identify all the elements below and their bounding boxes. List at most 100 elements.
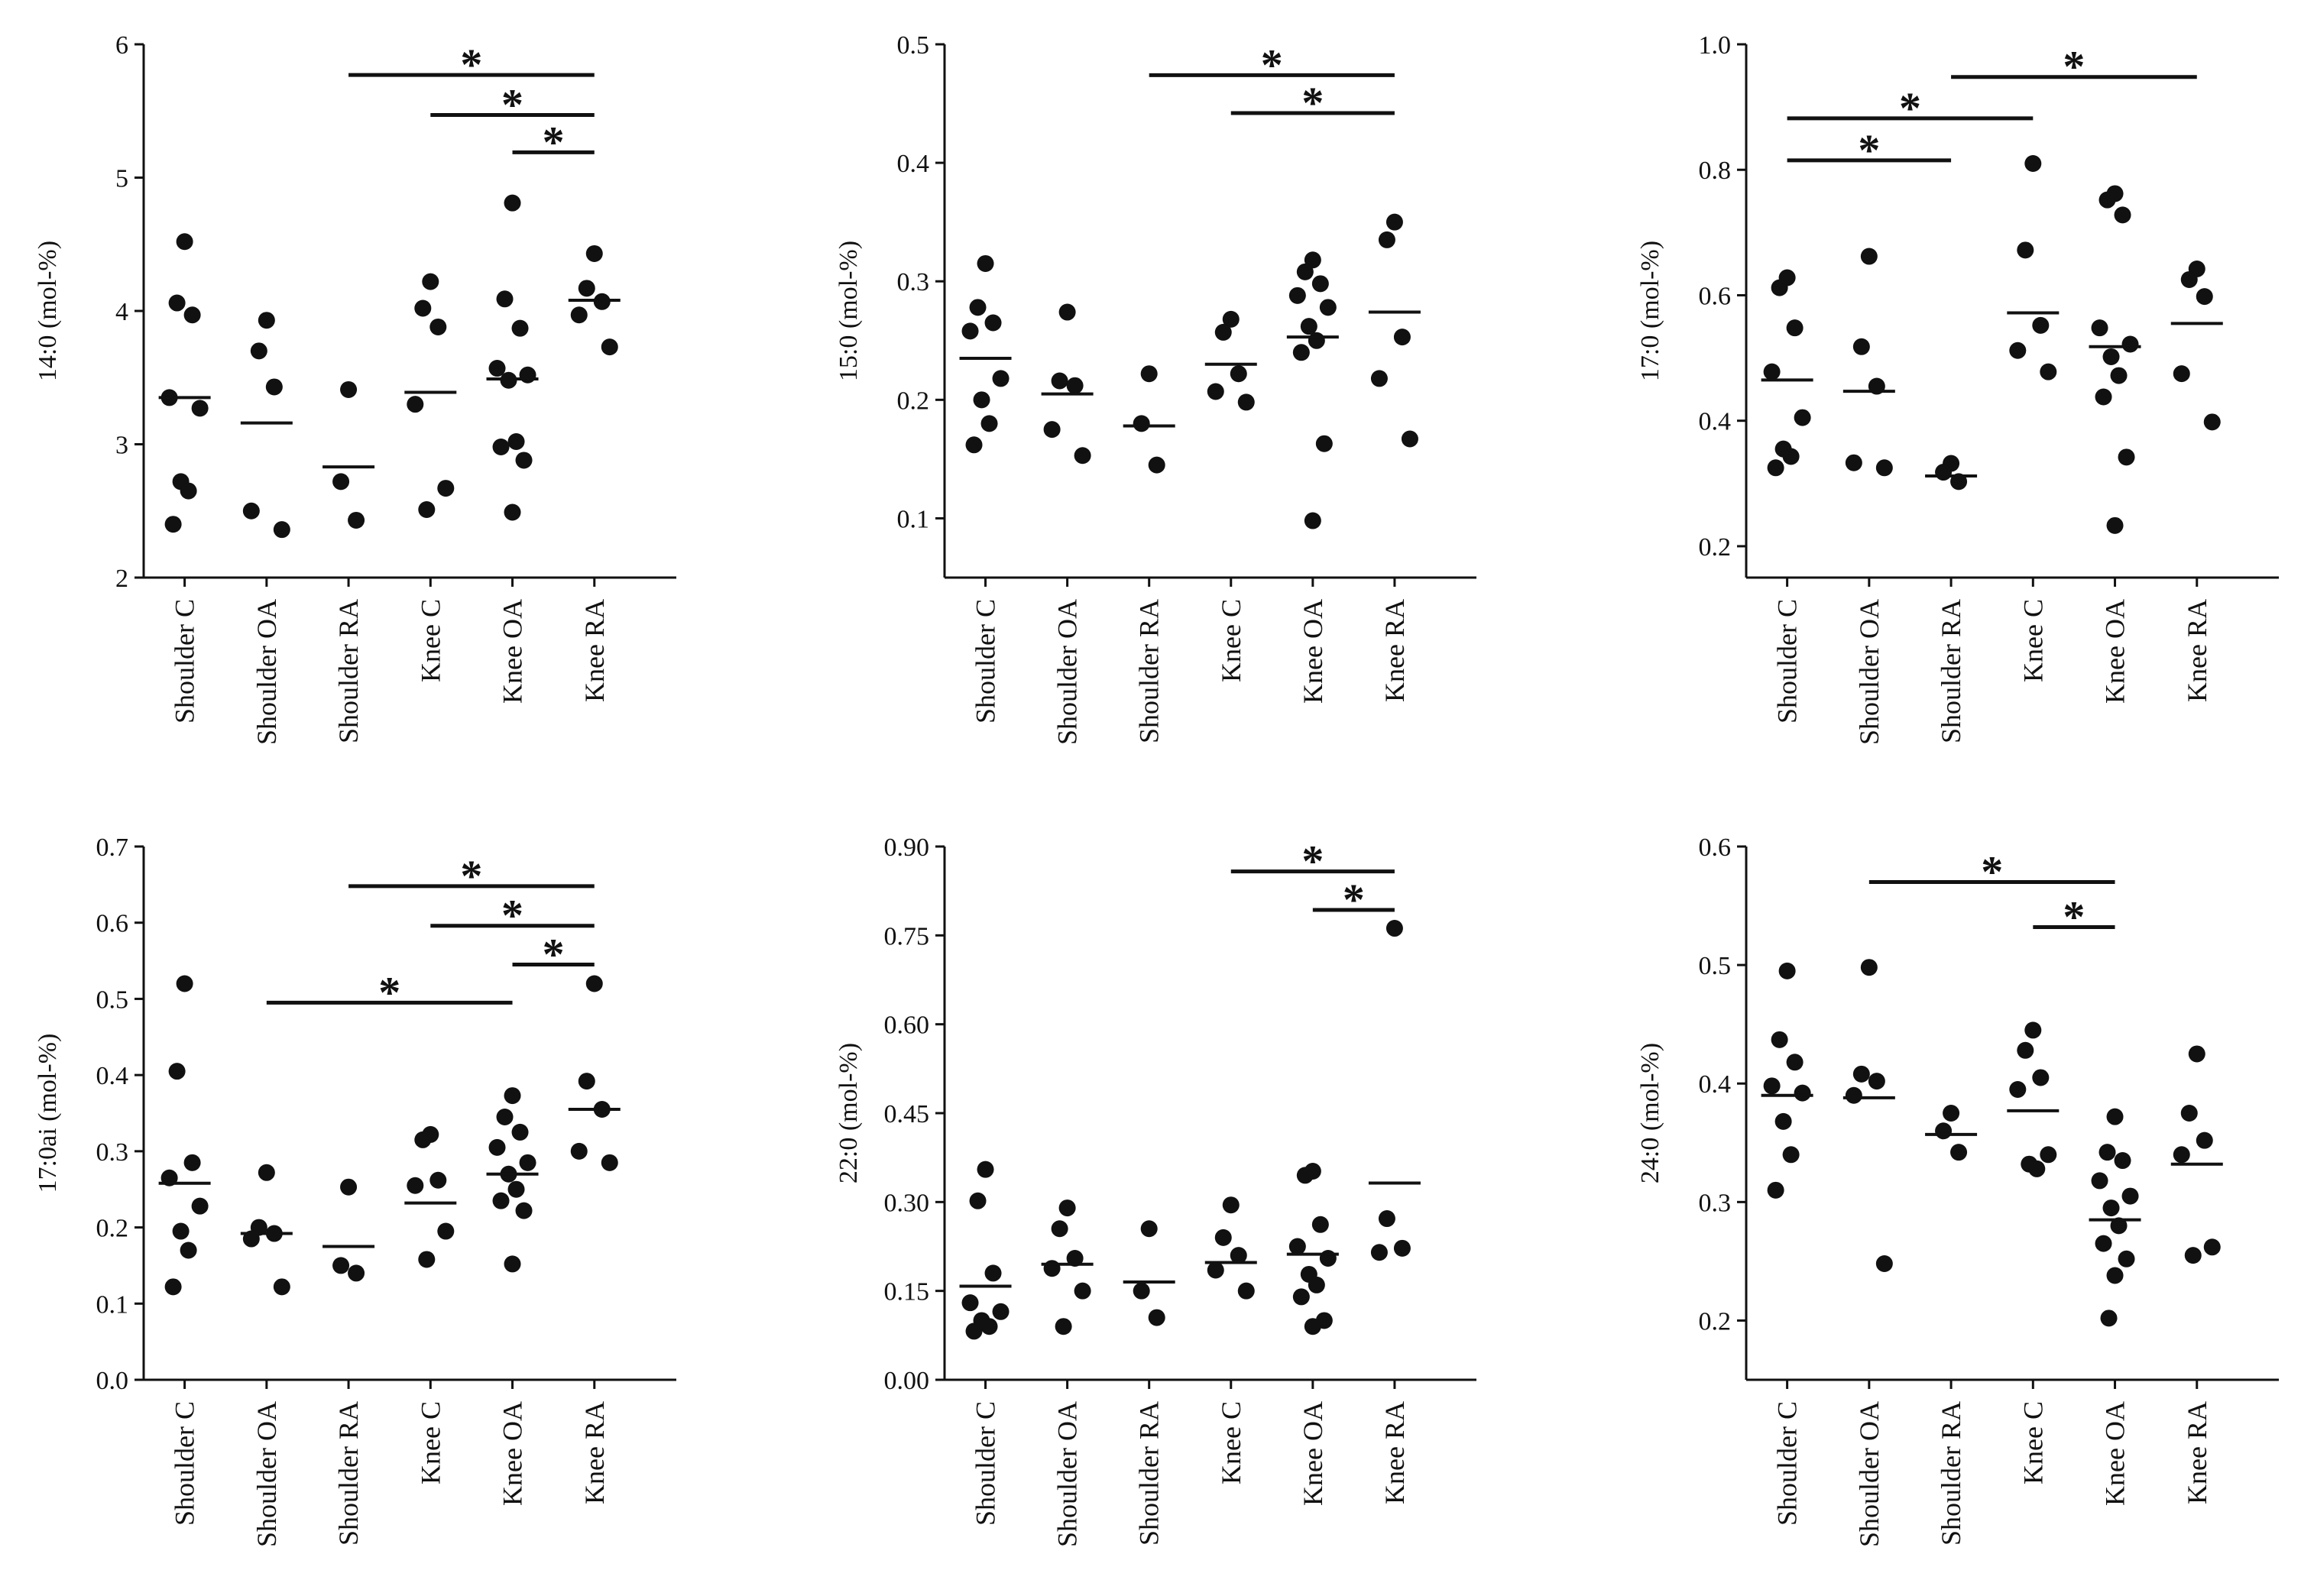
data-point [1845,454,1862,471]
data-point [1767,1181,1784,1199]
y-tick-label: 0.15 [884,1278,930,1306]
data-point [250,342,267,360]
x-tick-label: Shoulder C [971,599,1001,724]
data-point [515,1202,533,1219]
data-point [570,1142,588,1160]
y-tick-label: 0.2 [897,387,930,415]
data-point [1393,329,1411,346]
data-point [2106,1108,2124,1125]
data-point [2040,1146,2057,1164]
x-tick-label: Shoulder OA [251,1401,282,1547]
x-tick-label: Knee C [415,1401,446,1484]
y-tick-label: 0.30 [884,1189,930,1217]
data-point [2102,348,2120,365]
x-tick-label: Knee RA [1379,1401,1410,1504]
data-point [965,1322,983,1340]
data-point [519,1154,536,1171]
data-point [1782,1146,1800,1164]
data-point [418,501,436,519]
data-point [172,1222,190,1240]
data-point [429,1171,447,1189]
y-tick-label: 0.4 [897,150,930,178]
data-point [1288,1238,1306,1255]
data-point [488,360,506,377]
y-tick-label: 0.2 [1699,533,1732,562]
y-tick-label: 0.00 [884,1367,930,1395]
data-point [1311,1216,1329,1233]
data-point [191,1197,209,1215]
data-point [2024,155,2042,173]
data-point [1133,415,1150,432]
data-point [1845,1086,1862,1104]
significance-star: * [543,930,565,979]
x-tick-label: Knee C [2017,1401,2048,1484]
data-point [1935,464,1953,481]
data-point [258,312,275,329]
data-point [492,1192,510,1209]
data-point [504,1087,521,1105]
y-axis-label: 14:0 (mol-%) [34,241,62,381]
data-point [1794,409,1811,426]
significance-star: * [501,79,523,129]
data-point [1385,920,1403,937]
data-point [1794,1084,1811,1102]
y-tick-label: 0.8 [1699,157,1732,185]
chart-panel-4: 0.0 0.1 0.2 0.3 0.4 0.5 0.6 0.7 17:0ai (mol-%) Sh… [34,834,676,1547]
data-point [1786,319,1804,337]
significance-star: * [460,40,482,89]
data-point [1058,1199,1076,1217]
data-point [2203,1238,2221,1256]
chart-panel-5: 0.00 0.15 0.30 0.45 0.60 0.75 0.90 22:0 (mol-%)… [835,834,1476,1547]
x-tick-label: Shoulder C [1772,1401,1803,1526]
data-point [1292,344,1310,361]
x-tick-label: Shoulder RA [333,1401,364,1546]
data-point [984,314,1002,332]
data-point [429,318,447,335]
x-tick-label: Shoulder OA [1854,599,1885,745]
data-point [164,1278,182,1296]
data-point [332,1257,350,1274]
y-axis-label: 15:0 (mol-%) [835,241,863,381]
data-point [1860,959,1878,976]
data-point [1222,1196,1240,1214]
data-point [1148,456,1165,474]
data-point [273,521,290,539]
x-tick-label: Knee OA [1298,1401,1328,1506]
y-tick-label: 0.2 [1699,1307,1732,1335]
data-point [2024,1021,2042,1039]
y-axis-label: 24:0 (mol-%) [1636,1043,1664,1183]
data-point [437,1222,455,1240]
data-point [168,294,186,312]
data-point [2098,1144,2116,1161]
data-point [2091,319,2108,337]
data-point [1852,1065,1870,1083]
y-tick-label: 0.5 [897,31,930,60]
data-point [1786,1054,1804,1071]
data-point [407,1177,424,1194]
data-point [969,1192,987,1209]
data-point [1308,1276,1325,1293]
significance-star: * [2063,42,2085,92]
data-point [515,452,533,469]
data-point [422,273,439,290]
data-point [2121,335,2139,353]
significance-star: * [1261,40,1283,89]
data-point [1778,962,1796,979]
y-tick-label: 1.0 [1699,31,1732,60]
data-point [2184,1247,2202,1264]
data-point [2118,1250,2135,1267]
data-point [1875,1254,1893,1272]
data-point [1304,1318,1321,1335]
data-point [258,1164,275,1181]
data-point [984,1264,1002,1282]
data-point [1308,332,1325,349]
significance-star: * [543,117,565,167]
data-point [492,438,510,455]
data-point [1767,459,1784,477]
x-tick-label: Knee OA [1298,599,1328,704]
x-tick-label: Shoulder C [170,599,200,724]
y-axis-label: 17:0ai (mol-%) [34,1034,62,1193]
data-point [2114,1152,2131,1170]
data-point [511,319,529,337]
significance-star: * [1981,847,2003,897]
